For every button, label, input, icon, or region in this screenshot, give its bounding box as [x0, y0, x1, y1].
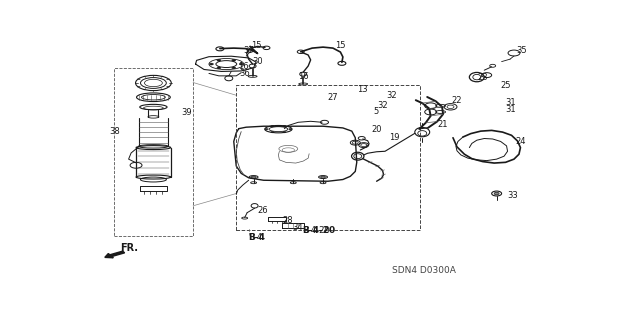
Text: 19: 19: [389, 132, 399, 142]
Text: 23: 23: [478, 73, 488, 82]
Text: 25: 25: [500, 81, 511, 90]
Circle shape: [271, 131, 274, 133]
Circle shape: [494, 192, 499, 195]
Text: B-4: B-4: [248, 233, 265, 242]
Text: B-4-20: B-4-20: [302, 226, 335, 235]
Text: 32: 32: [378, 100, 388, 110]
Text: 38: 38: [110, 127, 120, 136]
Text: 24: 24: [515, 137, 526, 146]
Text: 5: 5: [374, 108, 379, 116]
Circle shape: [283, 125, 286, 127]
Circle shape: [265, 129, 268, 130]
Text: 32: 32: [387, 91, 397, 100]
Text: 15: 15: [251, 41, 262, 50]
Text: 22: 22: [451, 96, 461, 105]
Text: 16: 16: [237, 62, 248, 71]
Text: 27: 27: [327, 93, 338, 102]
Circle shape: [239, 63, 243, 65]
Circle shape: [217, 59, 221, 61]
Circle shape: [289, 129, 292, 130]
FancyArrow shape: [105, 251, 125, 258]
Circle shape: [271, 125, 274, 127]
Text: 15: 15: [335, 41, 346, 50]
Text: 35: 35: [516, 46, 527, 55]
Text: FR.: FR.: [120, 243, 138, 253]
Circle shape: [283, 131, 286, 133]
Circle shape: [209, 63, 213, 65]
Circle shape: [232, 67, 236, 69]
Circle shape: [217, 67, 221, 69]
Text: 21: 21: [437, 120, 447, 129]
Text: 31: 31: [506, 105, 516, 114]
Text: 33: 33: [508, 191, 518, 200]
Text: 13: 13: [356, 85, 367, 94]
Text: B-4-20: B-4-20: [302, 226, 330, 235]
Text: 39: 39: [182, 108, 192, 117]
Text: 34: 34: [292, 223, 303, 233]
Circle shape: [232, 59, 236, 61]
Text: B-4: B-4: [248, 233, 262, 242]
Text: 20: 20: [372, 125, 382, 134]
Text: 31: 31: [506, 98, 516, 107]
Text: 37: 37: [244, 46, 255, 55]
Text: 36: 36: [240, 69, 250, 78]
Text: 28: 28: [282, 216, 293, 225]
Text: 30: 30: [253, 57, 263, 66]
Text: 26: 26: [257, 206, 268, 215]
Text: SDN4 D0300A: SDN4 D0300A: [392, 266, 456, 275]
Text: 16: 16: [298, 72, 309, 81]
